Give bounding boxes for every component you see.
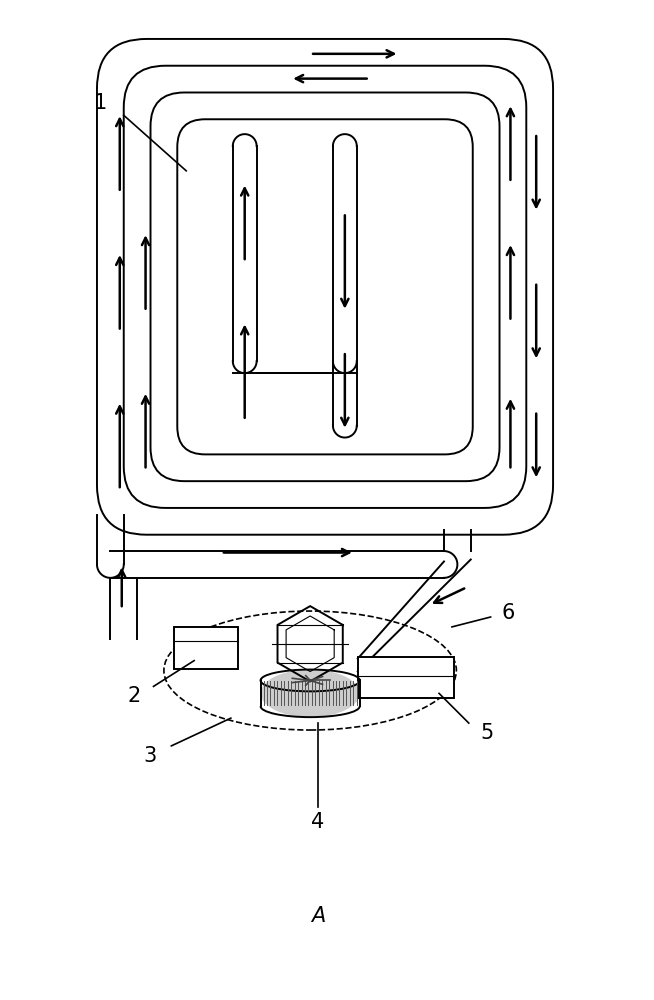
Bar bbox=[358, 657, 454, 698]
FancyBboxPatch shape bbox=[150, 92, 500, 481]
Text: 5: 5 bbox=[480, 723, 493, 743]
FancyBboxPatch shape bbox=[124, 66, 526, 508]
Text: 6: 6 bbox=[502, 603, 515, 623]
Text: 1: 1 bbox=[94, 93, 107, 113]
Text: 3: 3 bbox=[143, 746, 156, 766]
Text: A: A bbox=[311, 906, 325, 926]
Text: 2: 2 bbox=[127, 686, 140, 706]
Bar bbox=[175, 627, 238, 669]
FancyBboxPatch shape bbox=[177, 119, 473, 454]
Ellipse shape bbox=[260, 670, 360, 717]
FancyBboxPatch shape bbox=[97, 39, 553, 535]
Text: 4: 4 bbox=[311, 812, 324, 832]
